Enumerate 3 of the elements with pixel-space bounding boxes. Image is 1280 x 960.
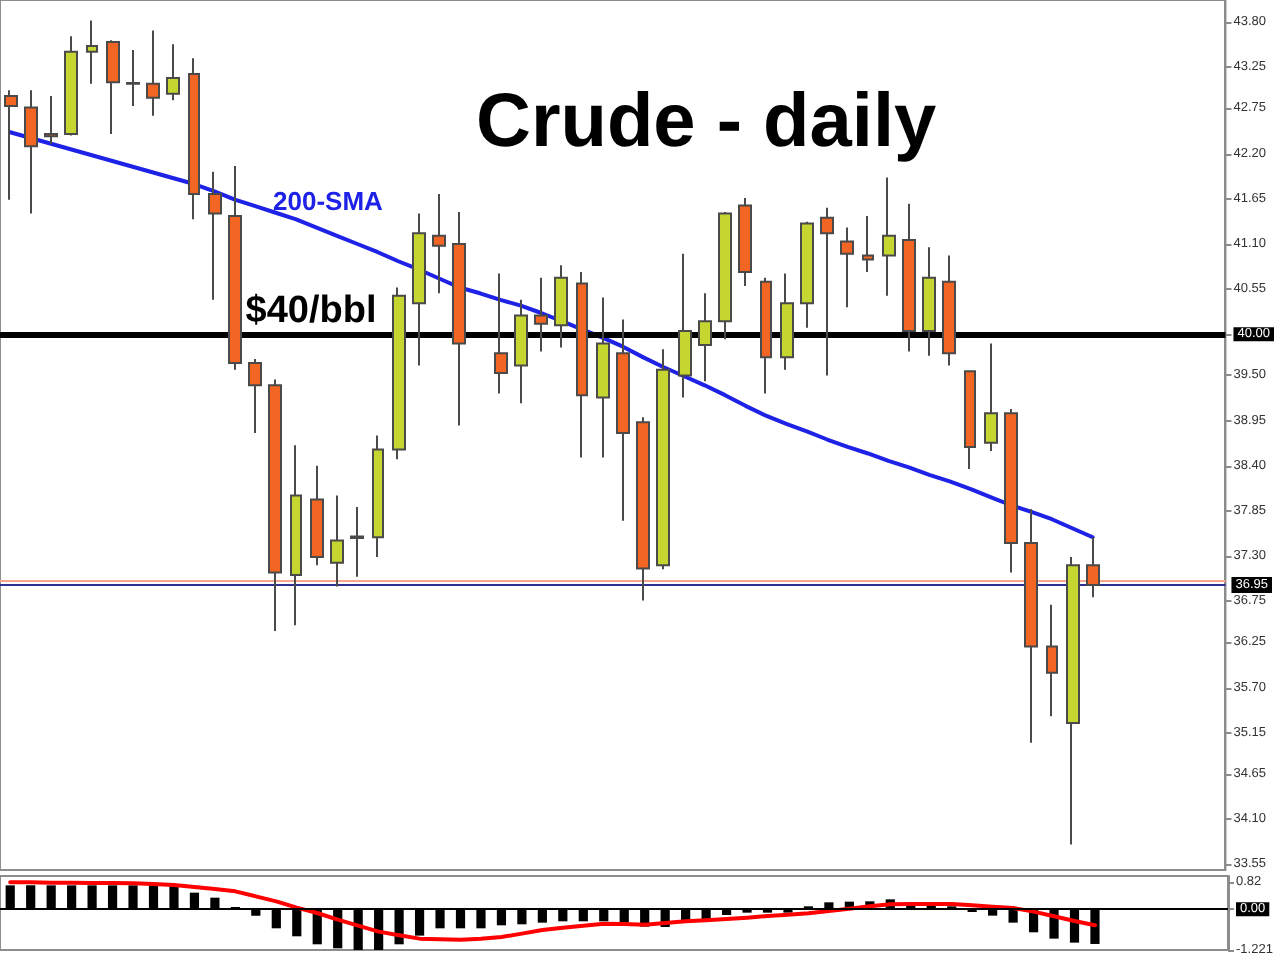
- text: Crude - daily: [476, 80, 937, 164]
- series-label: 200-SMA: [273, 185, 385, 216]
- annotation: $40/bbl: [245, 290, 377, 333]
